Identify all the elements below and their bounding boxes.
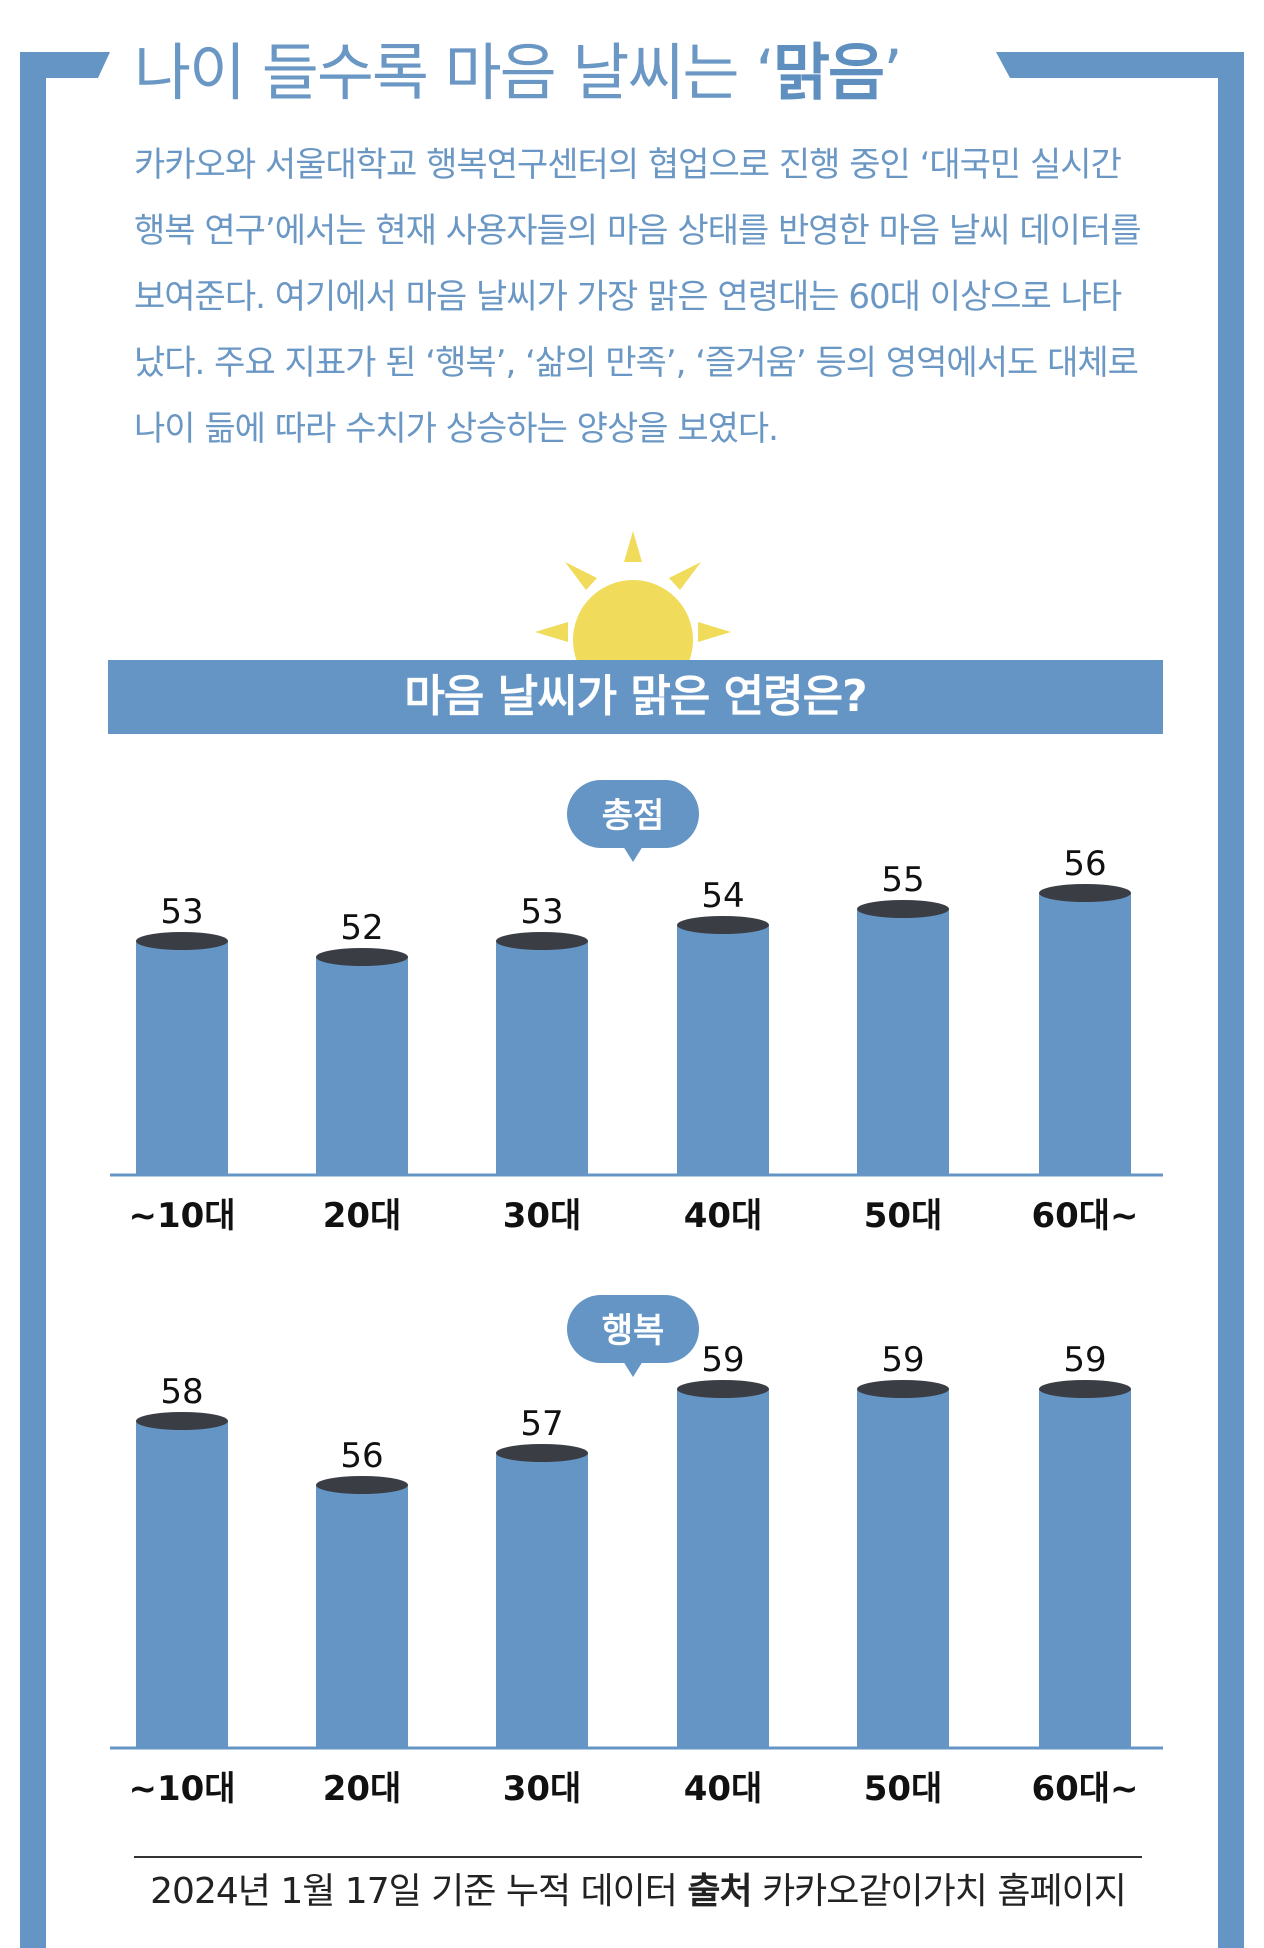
data-label-total-2: 53: [520, 892, 563, 932]
bar-cap-total-0: [136, 932, 228, 950]
bar-cap-total-4: [857, 900, 949, 918]
category-label-total-0: ~10대: [128, 1196, 235, 1236]
chart-title-total: 총점: [602, 796, 665, 836]
bar-total-4: [857, 909, 949, 1175]
category-label-total-3: 40대: [684, 1196, 763, 1236]
bar-happiness-5: [1039, 1389, 1131, 1748]
data-label-total-5: 56: [1063, 844, 1106, 884]
chart-title-bubble-happiness: 행복: [567, 1295, 699, 1377]
category-label-happiness-3: 40대: [684, 1769, 763, 1809]
data-label-happiness-1: 56: [340, 1436, 383, 1476]
footer-source-label: 출처: [687, 1871, 752, 1912]
category-label-happiness-4: 50대: [864, 1769, 943, 1809]
footer-source: 2024년 1월 17일 기준 누적 데이터 출처 카카오같이가치 홈페이지: [134, 1862, 1142, 1914]
page-title: 나이 들수록 마음 날씨는 ‘맑음’: [134, 36, 903, 109]
bar-cap-total-3: [677, 916, 769, 934]
bar-total-1: [316, 957, 408, 1175]
bar-cap-happiness-3: [677, 1380, 769, 1398]
chart-title-happiness: 행복: [602, 1311, 665, 1351]
data-label-happiness-0: 58: [160, 1372, 203, 1412]
data-label-happiness-3: 59: [701, 1340, 744, 1380]
data-label-total-3: 54: [701, 876, 744, 916]
section-banner: 마음 날씨가 맑은 연령은?: [108, 660, 1163, 734]
category-label-total-4: 50대: [864, 1196, 943, 1236]
bar-total-3: [677, 925, 769, 1175]
bar-total-5: [1039, 893, 1131, 1175]
banner-title: 마음 날씨가 맑은 연령은?: [404, 671, 867, 722]
bar-happiness-3: [677, 1389, 769, 1748]
category-label-happiness-5: 60대~: [1031, 1769, 1138, 1809]
bar-cap-total-2: [496, 932, 588, 950]
category-label-happiness-2: 30대: [503, 1769, 582, 1809]
bar-cap-happiness-0: [136, 1412, 228, 1430]
category-label-total-2: 30대: [503, 1196, 582, 1236]
data-label-total-4: 55: [881, 860, 924, 900]
bar-happiness-0: [136, 1421, 228, 1748]
bar-total-2: [496, 941, 588, 1175]
bar-cap-total-5: [1039, 884, 1131, 902]
category-label-total-1: 20대: [323, 1196, 402, 1236]
bar-cap-happiness-4: [857, 1380, 949, 1398]
data-label-happiness-2: 57: [520, 1404, 563, 1444]
chart-happiness: 행복 58 ~10대 56 20대 57 30대 59 40대 59 50대 59 60대~: [110, 1295, 1163, 1809]
bar-cap-happiness-2: [496, 1444, 588, 1462]
data-label-total-0: 53: [160, 892, 203, 932]
footer-date: 2024년 1월 17일 기준 누적 데이터: [150, 1871, 678, 1912]
bar-happiness-4: [857, 1389, 949, 1748]
data-label-total-1: 52: [340, 908, 383, 948]
footer-source-text: 카카오같이가치 홈페이지: [762, 1871, 1127, 1912]
data-label-happiness-4: 59: [881, 1340, 924, 1380]
bar-happiness-2: [496, 1453, 588, 1748]
bar-cap-happiness-1: [316, 1476, 408, 1494]
data-label-happiness-5: 59: [1063, 1340, 1106, 1380]
chart-title-bubble-total: 총점: [567, 780, 699, 862]
bar-cap-happiness-5: [1039, 1380, 1131, 1398]
bar-cap-total-1: [316, 948, 408, 966]
bar-happiness-1: [316, 1485, 408, 1748]
intro-paragraph: 카카오와 서울대학교 행복연구센터의 협업으로 진행 중인 ‘대국민 실시간 행…: [134, 145, 1141, 449]
category-label-happiness-1: 20대: [323, 1769, 402, 1809]
sun-icon: [535, 531, 731, 665]
title-emphasis: 맑음: [772, 36, 885, 109]
footer-divider: [134, 1856, 1142, 1858]
chart-total-score: 총점 53 ~10대 52 20대 53 30대 54 40대 55 50대 56 60대~: [110, 780, 1163, 1236]
category-label-happiness-0: ~10대: [128, 1769, 235, 1809]
frame-right: [996, 52, 1244, 1948]
frame-left: [20, 52, 110, 1948]
bar-total-0: [136, 941, 228, 1175]
category-label-total-5: 60대~: [1031, 1196, 1138, 1236]
